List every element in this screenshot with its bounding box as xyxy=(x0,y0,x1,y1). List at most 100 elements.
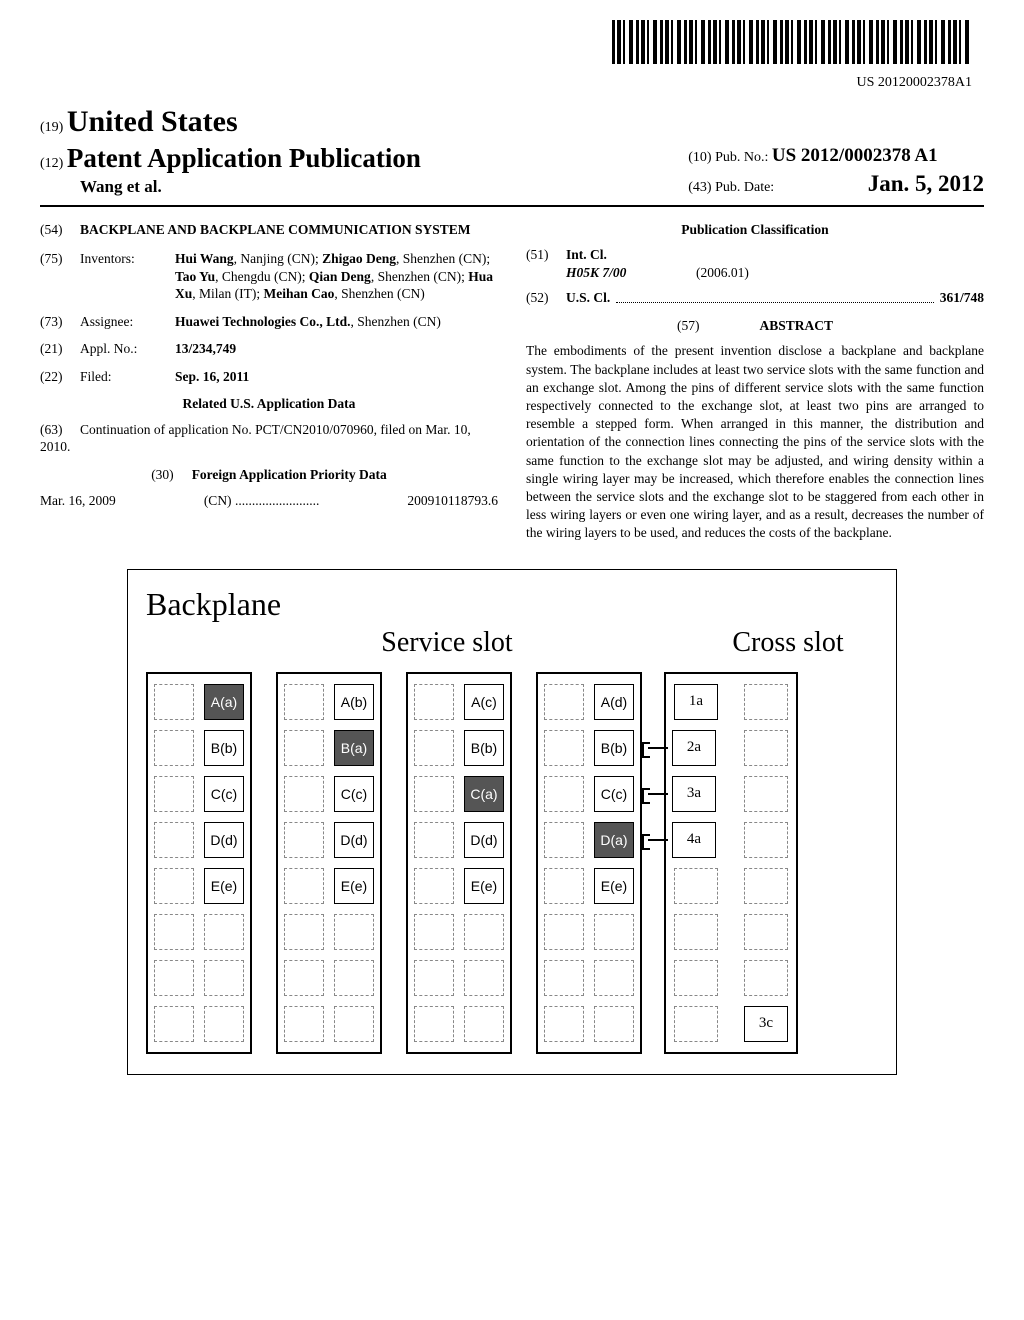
field-title: (54) BACKPLANE AND BACKPLANE COMMUNICATI… xyxy=(40,221,498,239)
field-filed: (22) Filed: Sep. 16, 2011 xyxy=(40,368,498,386)
figure: Backplane Service slot Cross slot A(a) B(… xyxy=(127,569,897,1075)
pin-pair xyxy=(284,914,374,950)
connection-stub xyxy=(648,839,668,841)
title-text: BACKPLANE AND BACKPLANE COMMUNICATION SY… xyxy=(80,221,498,239)
figure-title: Backplane xyxy=(146,584,878,626)
pin-pair xyxy=(544,914,634,950)
pin-empty xyxy=(464,914,504,950)
pin-empty xyxy=(334,960,374,996)
related-text: Continuation of application No. PCT/CN20… xyxy=(40,422,471,455)
pin-empty xyxy=(204,1006,244,1042)
pin-empty xyxy=(464,960,504,996)
cross-pin-pair: 3a xyxy=(674,776,788,812)
pin-empty xyxy=(544,868,584,904)
service-slot-column: A(c) B(b) C(a) D(d) E(e) xyxy=(406,672,512,1054)
pin-labeled: A(a) xyxy=(204,684,244,720)
biblio-columns: (54) BACKPLANE AND BACKPLANE COMMUNICATI… xyxy=(40,221,984,543)
pin-pair: A(d) xyxy=(544,684,634,720)
pin-empty xyxy=(464,1006,504,1042)
pin-empty xyxy=(544,1006,584,1042)
field-assignee: (73) Assignee: Huawei Technologies Co., … xyxy=(40,313,498,331)
pin-pair xyxy=(154,914,244,950)
pin-labeled: B(b) xyxy=(594,730,634,766)
pin-labeled: A(d) xyxy=(594,684,634,720)
abstract-heading: (57)ABSTRACT xyxy=(526,317,984,335)
barcode-graphic xyxy=(612,20,972,64)
pin-empty xyxy=(154,1006,194,1042)
pin-empty xyxy=(544,730,584,766)
cross-pin-empty xyxy=(744,730,788,766)
service-slot-column: A(d) B(b) C(c) D(a) E(e) xyxy=(536,672,642,1054)
pin-labeled: B(b) xyxy=(204,730,244,766)
cross-slot-label: Cross slot xyxy=(698,625,878,661)
assignee-label: Assignee: xyxy=(80,313,175,331)
pin-pair xyxy=(284,960,374,996)
cross-pin-labeled: 4a xyxy=(672,822,716,858)
pin-empty xyxy=(544,684,584,720)
cross-pin-empty xyxy=(674,868,718,904)
pin-pair: E(e) xyxy=(154,868,244,904)
cross-slot-column: 1a 2a 3a 4a 3c xyxy=(664,672,798,1054)
num-75: (75) xyxy=(40,250,80,303)
pin-labeled: C(a) xyxy=(464,776,504,812)
num-73: (73) xyxy=(40,313,80,331)
pin-empty xyxy=(204,960,244,996)
pin-empty xyxy=(154,960,194,996)
pin-pair: C(a) xyxy=(414,776,504,812)
filed-value: Sep. 16, 2011 xyxy=(175,369,249,384)
pin-pair: E(e) xyxy=(414,868,504,904)
num-22: (22) xyxy=(40,368,80,386)
pin-empty xyxy=(284,960,324,996)
uscl-value: 361/748 xyxy=(940,289,984,307)
pin-empty xyxy=(414,730,454,766)
pin-pair: A(c) xyxy=(414,684,504,720)
cross-pin-empty xyxy=(744,914,788,950)
assignee-value: Huawei Technologies Co., Ltd., Shenzhen … xyxy=(175,313,498,331)
pin-labeled: E(e) xyxy=(334,868,374,904)
pin-pair: C(c) xyxy=(544,776,634,812)
cross-pin-pair xyxy=(674,914,788,950)
num-52: (52) xyxy=(526,289,566,307)
pin-pair xyxy=(284,1006,374,1042)
pin-pair: B(b) xyxy=(544,730,634,766)
service-slot-label: Service slot xyxy=(146,625,698,661)
cross-pin-pair: 3c xyxy=(674,1006,788,1042)
pin-empty xyxy=(414,914,454,950)
applno-label: Appl. No.: xyxy=(80,340,175,358)
pin-pair xyxy=(154,1006,244,1042)
num-54: (54) xyxy=(40,221,80,239)
service-slot-column: A(a)B(b)C(c)D(d)E(e) xyxy=(146,672,252,1054)
cross-pin-empty xyxy=(674,914,718,950)
pin-pair xyxy=(544,960,634,996)
pin-pair: C(c) xyxy=(284,776,374,812)
service-area: A(a)B(b)C(c)D(d)E(e)A(b)B(a)C(c)D(d)E(e)… xyxy=(146,672,642,1054)
pin-pair: B(b) xyxy=(414,730,504,766)
service-slot-column: A(b)B(a)C(c)D(d)E(e) xyxy=(276,672,382,1054)
cross-pin-labeled: 3c xyxy=(744,1006,788,1042)
pin-pair: E(e) xyxy=(544,868,634,904)
pin-pair: D(d) xyxy=(414,822,504,858)
pin-empty xyxy=(594,960,634,996)
pin-pair: A(b) xyxy=(284,684,374,720)
pin-pair: C(c) xyxy=(154,776,244,812)
cross-pin-labeled: 2a xyxy=(672,730,716,766)
num-12: (12) xyxy=(40,156,63,171)
num-63: (63) xyxy=(40,421,80,439)
cross-pin-empty xyxy=(674,960,718,996)
cross-pin-pair xyxy=(674,868,788,904)
pin-empty xyxy=(284,684,324,720)
cross-pin-labeled: 3a xyxy=(672,776,716,812)
pin-pair xyxy=(544,1006,634,1042)
header-rule xyxy=(40,205,984,207)
country-name: United States xyxy=(67,105,238,138)
pin-pair: B(a) xyxy=(284,730,374,766)
related-title: Related U.S. Application Data xyxy=(40,395,498,413)
pin-pair: D(a) xyxy=(544,822,634,858)
intcl-label: Int. Cl. xyxy=(566,246,607,264)
cross-pin-labeled: 1a xyxy=(674,684,718,720)
uscl-line: (52)U.S. Cl. 361/748 xyxy=(526,289,984,307)
uscl-label: U.S. Cl. xyxy=(566,290,610,305)
pubdate-value: Jan. 5, 2012 xyxy=(868,171,984,196)
abstract-label: ABSTRACT xyxy=(759,318,833,333)
abstract-text: The embodiments of the present invention… xyxy=(526,342,984,542)
